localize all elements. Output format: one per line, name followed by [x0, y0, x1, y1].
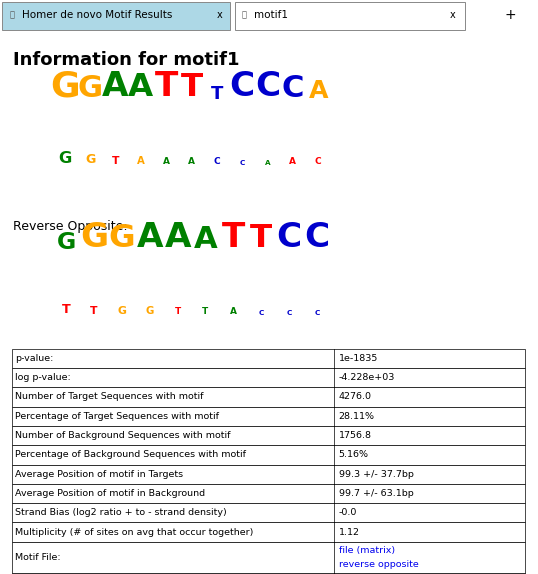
Text: x: x: [217, 10, 223, 20]
Text: G: G: [56, 231, 76, 254]
Text: T: T: [62, 303, 70, 316]
Text: G: G: [117, 306, 126, 316]
Text: A: A: [309, 79, 328, 103]
Text: G: G: [50, 69, 80, 103]
Text: Percentage of Target Sequences with motif: Percentage of Target Sequences with moti…: [15, 412, 219, 421]
Text: T: T: [202, 307, 209, 316]
Text: A: A: [128, 72, 153, 103]
Text: ⎙: ⎙: [242, 11, 247, 20]
Text: Reverse Opposite:: Reverse Opposite:: [13, 220, 128, 233]
FancyBboxPatch shape: [12, 484, 525, 503]
Text: T: T: [90, 306, 98, 316]
Text: A: A: [164, 220, 191, 254]
FancyBboxPatch shape: [12, 368, 525, 387]
Text: Information for motif1: Information for motif1: [13, 51, 240, 69]
Text: A: A: [102, 71, 129, 103]
Text: C: C: [230, 71, 255, 103]
Text: Strand Bias (log2 ratio + to - strand density): Strand Bias (log2 ratio + to - strand de…: [15, 509, 226, 517]
FancyBboxPatch shape: [2, 2, 230, 30]
Text: C: C: [286, 310, 292, 316]
Text: C: C: [239, 160, 245, 166]
Text: A: A: [137, 156, 145, 166]
Text: T: T: [250, 223, 272, 254]
FancyBboxPatch shape: [12, 573, 525, 574]
FancyBboxPatch shape: [12, 522, 525, 542]
FancyBboxPatch shape: [12, 426, 525, 445]
Text: T: T: [180, 72, 203, 103]
FancyBboxPatch shape: [12, 503, 525, 522]
Text: A: A: [265, 160, 271, 166]
Text: 99.7 +/- 63.1bp: 99.7 +/- 63.1bp: [339, 489, 414, 498]
Text: C: C: [259, 310, 264, 316]
Text: A: A: [230, 307, 237, 316]
Text: C: C: [214, 157, 220, 166]
Text: C: C: [305, 220, 330, 254]
Text: T: T: [222, 220, 245, 254]
Text: Homer de novo Motif Results: Homer de novo Motif Results: [22, 10, 172, 20]
Text: p-value:: p-value:: [15, 354, 53, 363]
Text: T: T: [112, 156, 119, 166]
Text: G: G: [109, 223, 135, 254]
Text: Percentage of Background Sequences with motif: Percentage of Background Sequences with …: [15, 451, 246, 459]
Text: ⎙: ⎙: [10, 11, 15, 20]
Text: file (matrix): file (matrix): [339, 546, 395, 555]
Text: 1e-1835: 1e-1835: [339, 354, 378, 363]
Text: motif1: motif1: [254, 10, 288, 20]
FancyBboxPatch shape: [12, 464, 525, 484]
Text: Multiplicity (# of sites on avg that occur together): Multiplicity (# of sites on avg that occ…: [15, 528, 253, 537]
FancyBboxPatch shape: [12, 406, 525, 426]
Text: +: +: [504, 8, 516, 22]
Text: x: x: [450, 10, 456, 20]
Text: C: C: [277, 220, 302, 254]
Text: G: G: [145, 306, 154, 316]
Text: A: A: [188, 157, 195, 166]
Text: C: C: [314, 310, 320, 316]
FancyBboxPatch shape: [235, 2, 465, 30]
Text: A: A: [194, 224, 217, 254]
Text: G: G: [77, 74, 103, 103]
Text: log p-value:: log p-value:: [15, 373, 70, 382]
Text: A: A: [289, 157, 296, 166]
FancyBboxPatch shape: [12, 348, 525, 368]
Text: 28.11%: 28.11%: [339, 412, 375, 421]
Text: Average Position of motif in Background: Average Position of motif in Background: [15, 489, 205, 498]
Text: C: C: [315, 157, 322, 166]
Text: 5.16%: 5.16%: [339, 451, 369, 459]
Text: A: A: [162, 157, 169, 166]
Text: G: G: [80, 220, 108, 254]
Text: Motif File:: Motif File:: [15, 553, 60, 562]
Text: 99.3 +/- 37.7bp: 99.3 +/- 37.7bp: [339, 470, 414, 479]
Text: 4276.0: 4276.0: [339, 393, 372, 401]
FancyBboxPatch shape: [12, 542, 525, 573]
Text: reverse opposite: reverse opposite: [339, 560, 419, 569]
Text: C: C: [282, 74, 304, 103]
Text: -4.228e+03: -4.228e+03: [339, 373, 395, 382]
Text: -0.0: -0.0: [339, 509, 357, 517]
Text: Number of Target Sequences with motif: Number of Target Sequences with motif: [15, 393, 203, 401]
Text: 1.12: 1.12: [339, 528, 360, 537]
Text: A: A: [137, 220, 163, 254]
Text: 1756.8: 1756.8: [339, 431, 372, 440]
Text: G: G: [85, 153, 95, 166]
Text: Average Position of motif in Targets: Average Position of motif in Targets: [15, 470, 183, 479]
Text: G: G: [58, 151, 72, 166]
Text: T: T: [154, 71, 178, 103]
Text: Number of Background Sequences with motif: Number of Background Sequences with moti…: [15, 431, 230, 440]
FancyBboxPatch shape: [12, 445, 525, 464]
FancyBboxPatch shape: [12, 387, 525, 406]
Text: C: C: [255, 71, 280, 103]
Text: T: T: [211, 86, 223, 103]
Text: T: T: [174, 307, 181, 316]
